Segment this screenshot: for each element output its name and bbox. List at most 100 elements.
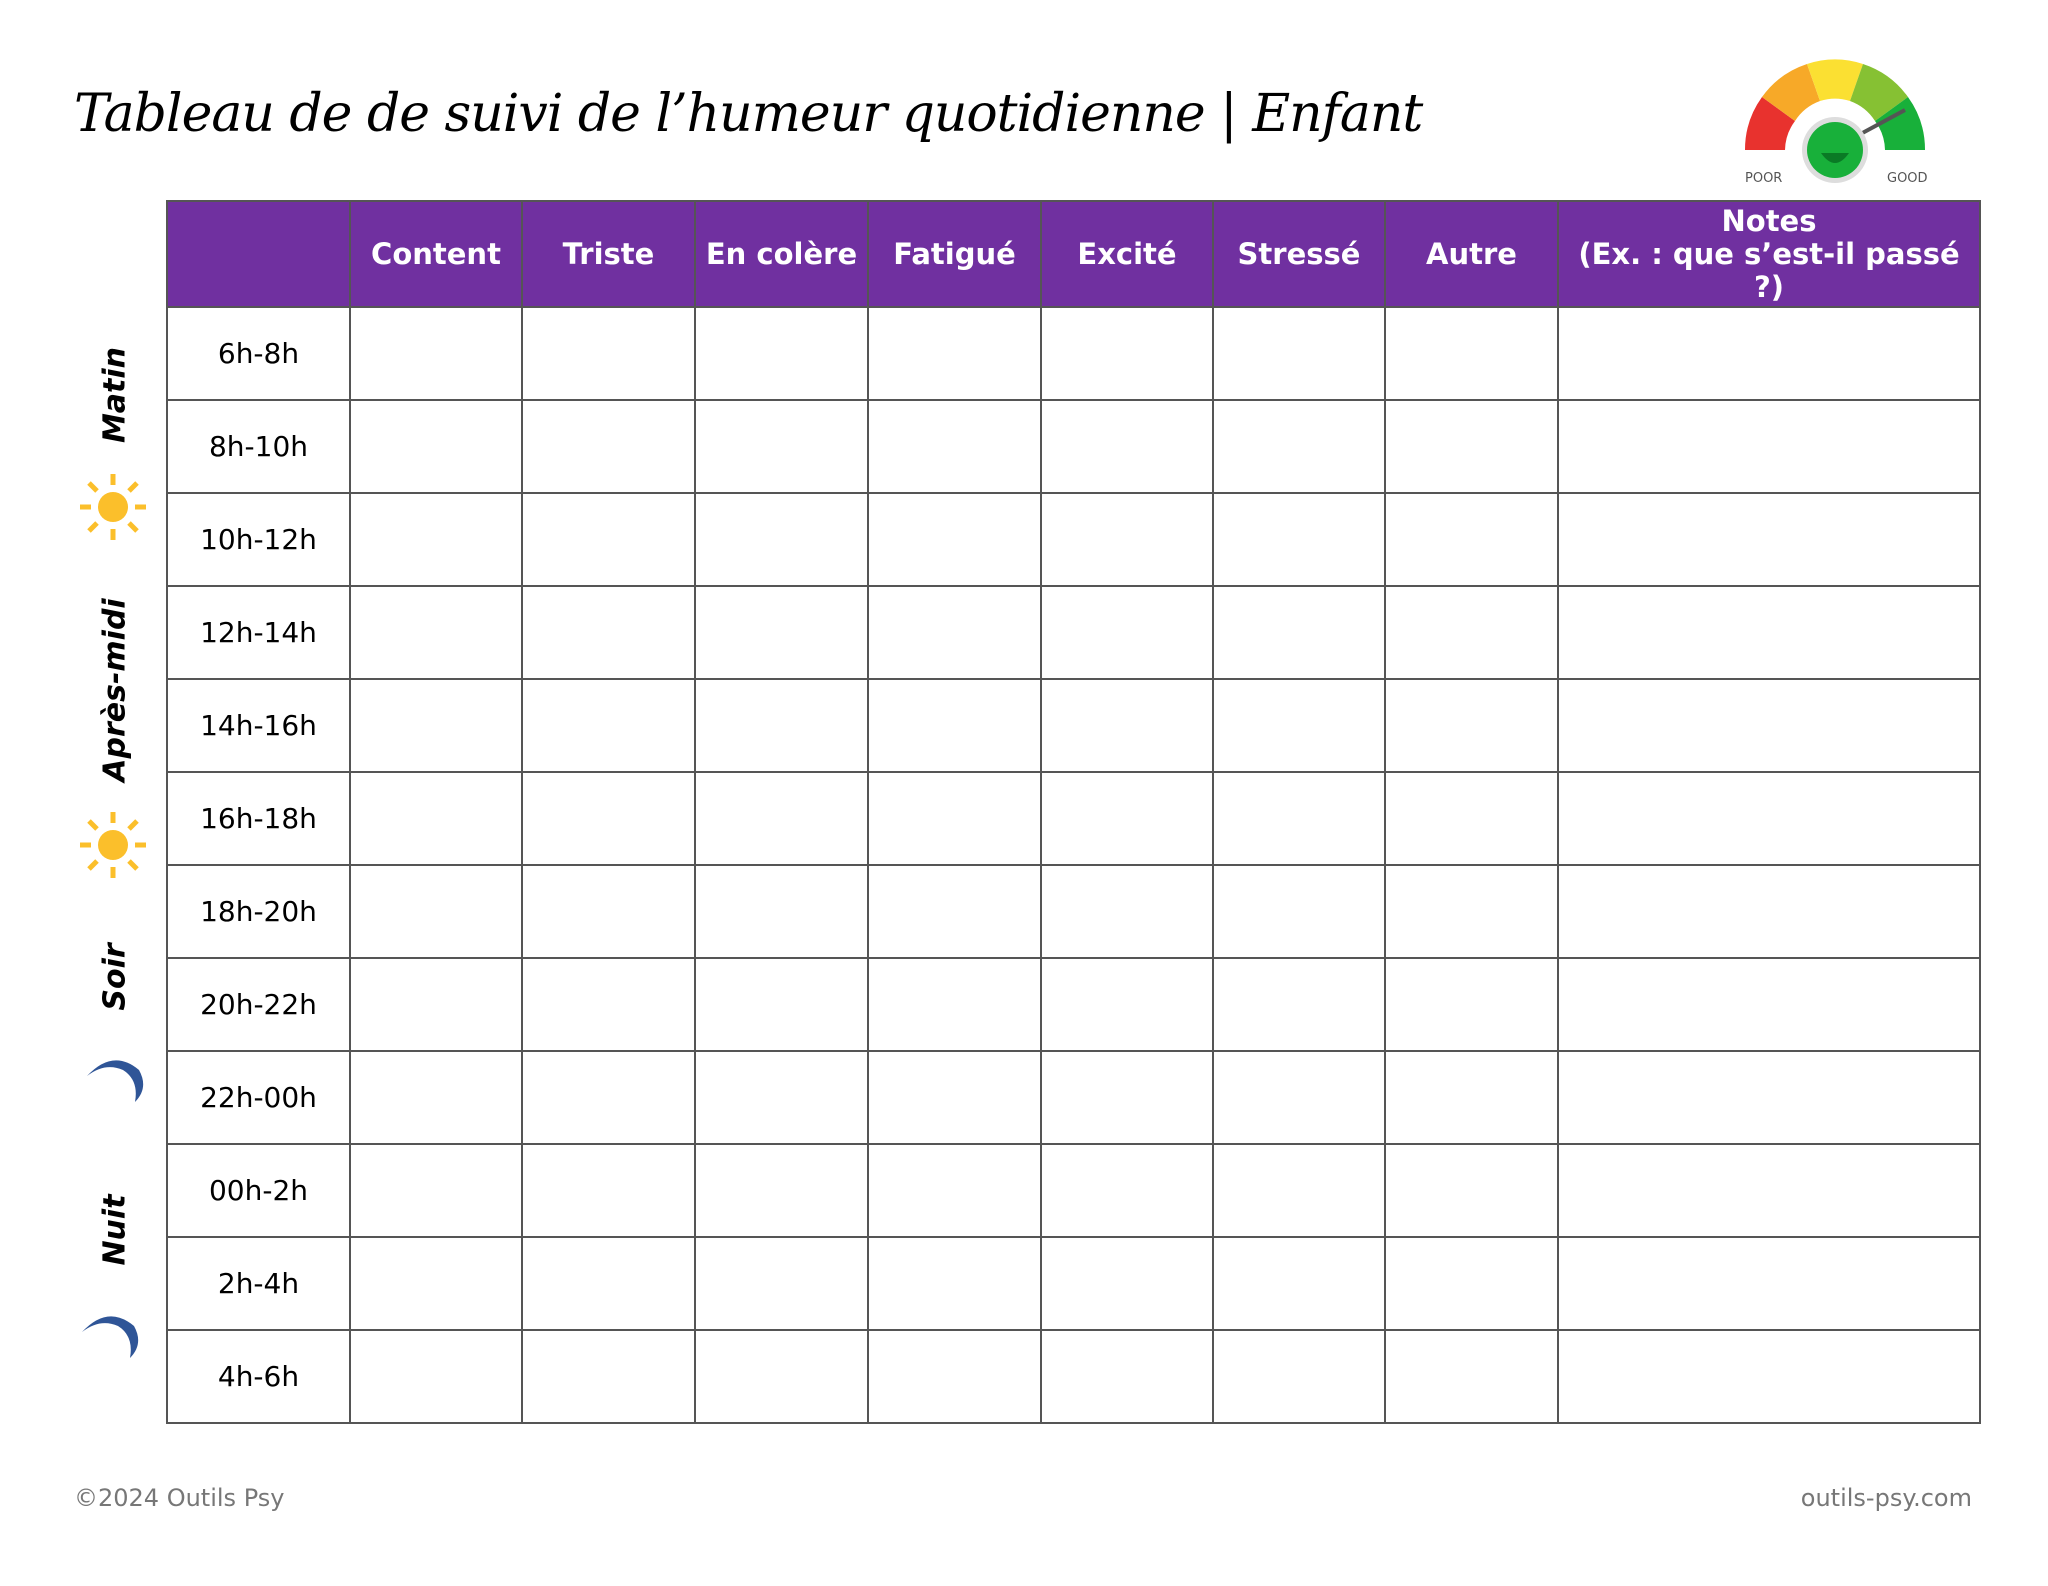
- cell-excite[interactable]: [1040, 492, 1214, 587]
- cell-triste[interactable]: [521, 957, 696, 1052]
- cell-stresse[interactable]: [1212, 771, 1386, 866]
- cell-notes[interactable]: [1557, 585, 1981, 680]
- cell-triste[interactable]: [521, 585, 696, 680]
- cell-stresse[interactable]: [1212, 585, 1386, 680]
- cell-triste[interactable]: [521, 1236, 696, 1331]
- cell-stresse[interactable]: [1212, 1143, 1386, 1238]
- cell-en-colere[interactable]: [694, 1236, 869, 1331]
- cell-en-colere[interactable]: [694, 864, 869, 959]
- cell-stresse[interactable]: [1212, 678, 1386, 773]
- cell-notes[interactable]: [1557, 957, 1981, 1052]
- time-slot-label: 12h-14h: [166, 585, 351, 680]
- cell-triste[interactable]: [521, 678, 696, 773]
- cell-excite[interactable]: [1040, 1329, 1214, 1424]
- cell-en-colere[interactable]: [694, 399, 869, 494]
- time-slot-label: 00h-2h: [166, 1143, 351, 1238]
- cell-en-colere[interactable]: [694, 957, 869, 1052]
- cell-autre[interactable]: [1384, 1143, 1559, 1238]
- cell-en-colere[interactable]: [694, 306, 869, 401]
- cell-triste[interactable]: [521, 1143, 696, 1238]
- cell-notes[interactable]: [1557, 678, 1981, 773]
- cell-fatigue[interactable]: [867, 1143, 1042, 1238]
- cell-fatigue[interactable]: [867, 864, 1042, 959]
- cell-content[interactable]: [349, 678, 523, 773]
- cell-fatigue[interactable]: [867, 957, 1042, 1052]
- cell-content[interactable]: [349, 1329, 523, 1424]
- cell-autre[interactable]: [1384, 678, 1559, 773]
- cell-content[interactable]: [349, 399, 523, 494]
- cell-stresse[interactable]: [1212, 1050, 1386, 1145]
- cell-excite[interactable]: [1040, 771, 1214, 866]
- cell-fatigue[interactable]: [867, 1329, 1042, 1424]
- cell-excite[interactable]: [1040, 864, 1214, 959]
- cell-content[interactable]: [349, 864, 523, 959]
- cell-notes[interactable]: [1557, 306, 1981, 401]
- cell-content[interactable]: [349, 1143, 523, 1238]
- cell-triste[interactable]: [521, 1329, 696, 1424]
- cell-stresse[interactable]: [1212, 306, 1386, 401]
- cell-autre[interactable]: [1384, 1050, 1559, 1145]
- cell-triste[interactable]: [521, 864, 696, 959]
- cell-fatigue[interactable]: [867, 492, 1042, 587]
- cell-excite[interactable]: [1040, 678, 1214, 773]
- cell-autre[interactable]: [1384, 1329, 1559, 1424]
- cell-autre[interactable]: [1384, 399, 1559, 494]
- cell-autre[interactable]: [1384, 957, 1559, 1052]
- cell-autre[interactable]: [1384, 771, 1559, 866]
- cell-notes[interactable]: [1557, 864, 1981, 959]
- cell-triste[interactable]: [521, 399, 696, 494]
- cell-triste[interactable]: [521, 1050, 696, 1145]
- cell-en-colere[interactable]: [694, 678, 869, 773]
- cell-excite[interactable]: [1040, 306, 1214, 401]
- cell-fatigue[interactable]: [867, 306, 1042, 401]
- cell-autre[interactable]: [1384, 1236, 1559, 1331]
- cell-content[interactable]: [349, 1050, 523, 1145]
- cell-content[interactable]: [349, 1236, 523, 1331]
- cell-content[interactable]: [349, 771, 523, 866]
- cell-triste[interactable]: [521, 306, 696, 401]
- cell-fatigue[interactable]: [867, 771, 1042, 866]
- cell-excite[interactable]: [1040, 1050, 1214, 1145]
- cell-notes[interactable]: [1557, 1050, 1981, 1145]
- cell-triste[interactable]: [521, 771, 696, 866]
- cell-stresse[interactable]: [1212, 399, 1386, 494]
- cell-en-colere[interactable]: [694, 1329, 869, 1424]
- cell-excite[interactable]: [1040, 1143, 1214, 1238]
- cell-stresse[interactable]: [1212, 864, 1386, 959]
- cell-excite[interactable]: [1040, 957, 1214, 1052]
- footer-website-link[interactable]: outils-psy.com: [1800, 1484, 1972, 1512]
- cell-fatigue[interactable]: [867, 585, 1042, 680]
- cell-excite[interactable]: [1040, 1236, 1214, 1331]
- cell-autre[interactable]: [1384, 492, 1559, 587]
- cell-fatigue[interactable]: [867, 399, 1042, 494]
- cell-fatigue[interactable]: [867, 1050, 1042, 1145]
- cell-notes[interactable]: [1557, 399, 1981, 494]
- cell-stresse[interactable]: [1212, 957, 1386, 1052]
- cell-notes[interactable]: [1557, 1143, 1981, 1238]
- cell-en-colere[interactable]: [694, 1050, 869, 1145]
- cell-notes[interactable]: [1557, 771, 1981, 866]
- cell-fatigue[interactable]: [867, 1236, 1042, 1331]
- cell-content[interactable]: [349, 306, 523, 401]
- cell-triste[interactable]: [521, 492, 696, 587]
- cell-autre[interactable]: [1384, 864, 1559, 959]
- cell-content[interactable]: [349, 957, 523, 1052]
- cell-excite[interactable]: [1040, 399, 1214, 494]
- cell-notes[interactable]: [1557, 1236, 1981, 1331]
- cell-en-colere[interactable]: [694, 492, 869, 587]
- cell-content[interactable]: [349, 585, 523, 680]
- cell-en-colere[interactable]: [694, 585, 869, 680]
- cell-stresse[interactable]: [1212, 1329, 1386, 1424]
- header-empty: [166, 200, 351, 308]
- cell-fatigue[interactable]: [867, 678, 1042, 773]
- cell-excite[interactable]: [1040, 585, 1214, 680]
- cell-stresse[interactable]: [1212, 492, 1386, 587]
- cell-content[interactable]: [349, 492, 523, 587]
- cell-en-colere[interactable]: [694, 771, 869, 866]
- cell-stresse[interactable]: [1212, 1236, 1386, 1331]
- cell-autre[interactable]: [1384, 585, 1559, 680]
- cell-en-colere[interactable]: [694, 1143, 869, 1238]
- cell-notes[interactable]: [1557, 492, 1981, 587]
- cell-notes[interactable]: [1557, 1329, 1981, 1424]
- cell-autre[interactable]: [1384, 306, 1559, 401]
